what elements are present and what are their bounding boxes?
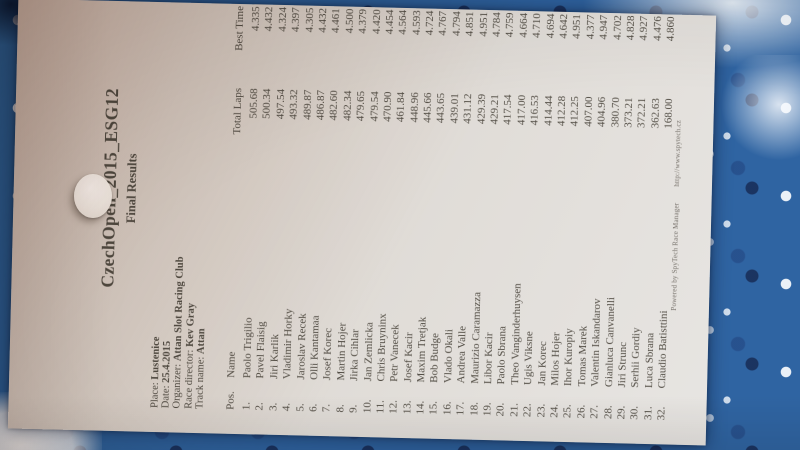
info-date-value: 25.4.2015 <box>161 340 174 384</box>
footer-url: http://www.spytech.cz <box>672 119 683 187</box>
round-sticker <box>74 174 112 218</box>
cell-pos: 32. <box>655 406 668 421</box>
results-table: Pos. Name Total Laps Best Time 1. Paolo … <box>224 6 678 421</box>
cell-pos: 14. <box>414 400 427 415</box>
cell-pos: 15. <box>427 400 441 415</box>
info-track-name-value: Attan <box>195 328 208 355</box>
cell-pos: 23. <box>534 403 548 418</box>
cell-pos: 12. <box>387 399 400 414</box>
cell-pos: 20. <box>494 402 508 417</box>
cell-pos: 26. <box>575 404 588 419</box>
column-header-total-laps: Total Laps <box>231 87 245 135</box>
info-race-director-value: Kev Gray <box>184 302 197 348</box>
info-track-name: Track name: Attan <box>194 257 209 409</box>
cell-pos: 6. <box>307 403 320 413</box>
results-sheet: CzechOpen_2015_ESG12 Final Results Place… <box>7 0 717 446</box>
cell-pos: 2. <box>253 402 266 411</box>
column-header-best-time: Best Time <box>233 5 247 52</box>
cell-pos: 13. <box>401 400 414 415</box>
cell-pos: 25. <box>561 404 574 419</box>
cell-pos: 8. <box>334 404 347 413</box>
cell-pos: 1. <box>240 401 253 411</box>
powered-by-text: Powered by SpyTech Race Manager <box>669 202 681 311</box>
cell-pos: 30. <box>628 405 641 420</box>
cell-pos: 4. <box>280 402 293 412</box>
info-track-name-label: Track name: <box>194 356 207 410</box>
info-organizer-label: Organizer: <box>171 363 184 409</box>
cell-pos: 11. <box>374 400 387 414</box>
results-rows: 1. Paolo Trigilio 505.68 4.335 2. Pavel … <box>240 6 678 420</box>
event-info: Place: Lustenice Date: 25.4.2015 Organiz… <box>149 256 209 409</box>
cell-pos: 10. <box>360 399 374 414</box>
cell-pos: 17. <box>454 401 467 416</box>
cell-best-time: 4.860 <box>664 16 678 42</box>
info-date-label: Date: <box>160 385 173 409</box>
cell-pos: 3. <box>267 402 280 412</box>
results-document: CzechOpen_2015_ESG12 Final Results Place… <box>8 0 716 445</box>
column-header-name: Name <box>225 351 238 378</box>
info-place-label: Place: <box>149 382 162 409</box>
cell-pos: 29. <box>615 405 628 420</box>
cell-pos: 27. <box>588 404 601 419</box>
cell-pos: 16. <box>441 401 454 416</box>
cell-pos: 19. <box>481 402 494 417</box>
cell-pos: 9. <box>347 404 360 413</box>
cell-pos: 28. <box>601 405 615 420</box>
cell-pos: 7. <box>320 403 333 413</box>
cell-pos: 18. <box>467 401 481 416</box>
column-header-pos: Pos. <box>224 391 237 410</box>
cell-pos: 24. <box>548 403 561 418</box>
cell-pos: 22. <box>521 403 534 418</box>
info-place-value: Lustenice <box>150 336 163 380</box>
cell-pos: 5. <box>293 403 307 412</box>
cell-pos: 31. <box>641 406 655 421</box>
cell-pos: 21. <box>508 402 521 417</box>
